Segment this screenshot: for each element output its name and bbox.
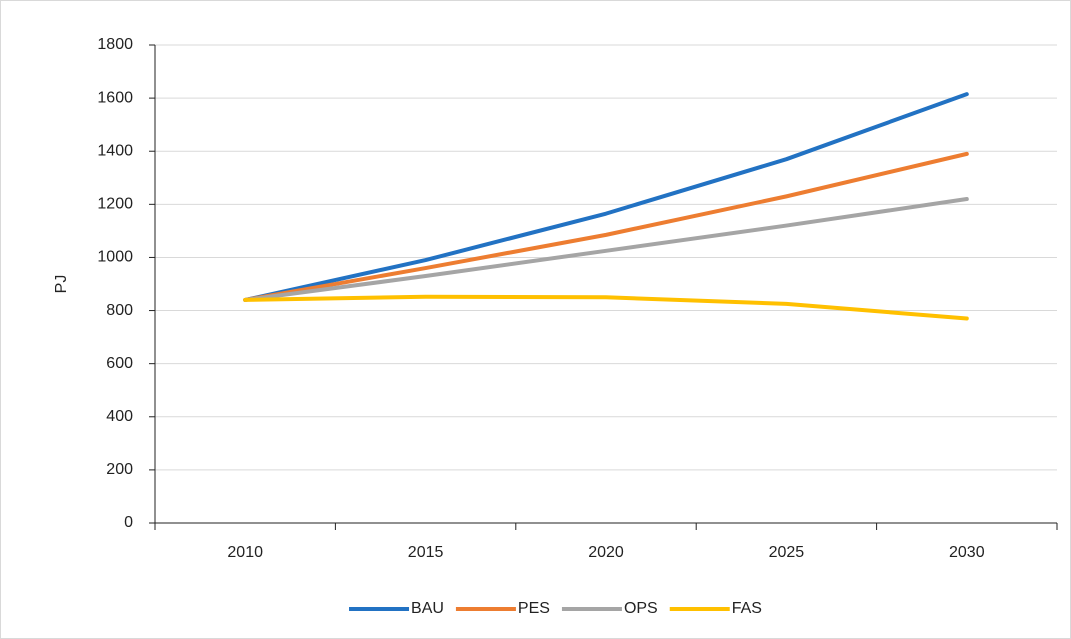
legend-label: BAU xyxy=(411,600,444,617)
x-tick-label: 2020 xyxy=(588,544,624,561)
series-line xyxy=(243,92,969,302)
x-tick-label: 2010 xyxy=(227,544,263,561)
y-tick-label: 1600 xyxy=(97,89,133,106)
x-tick-label: 2025 xyxy=(769,544,805,561)
legend-label: OPS xyxy=(624,600,658,617)
y-tick-label: 600 xyxy=(106,355,133,372)
y-tick-label: 1400 xyxy=(97,142,133,159)
x-tick-label: 2015 xyxy=(408,544,444,561)
legend-label: PES xyxy=(518,600,550,617)
y-tick-label: 1200 xyxy=(97,196,133,213)
y-tick-label: 1000 xyxy=(97,249,133,266)
legend-label: FAS xyxy=(732,600,762,617)
y-axis-label: PJ xyxy=(53,275,70,294)
series-line xyxy=(243,197,969,302)
y-tick-label: 1800 xyxy=(97,36,133,53)
series-line xyxy=(243,151,969,302)
y-tick-label: 0 xyxy=(124,514,133,531)
y-tick-label: 800 xyxy=(106,302,133,319)
y-tick-label: 200 xyxy=(106,461,133,478)
series-line xyxy=(243,294,969,321)
y-tick-label: 400 xyxy=(106,408,133,425)
x-tick-label: 2030 xyxy=(949,544,985,561)
